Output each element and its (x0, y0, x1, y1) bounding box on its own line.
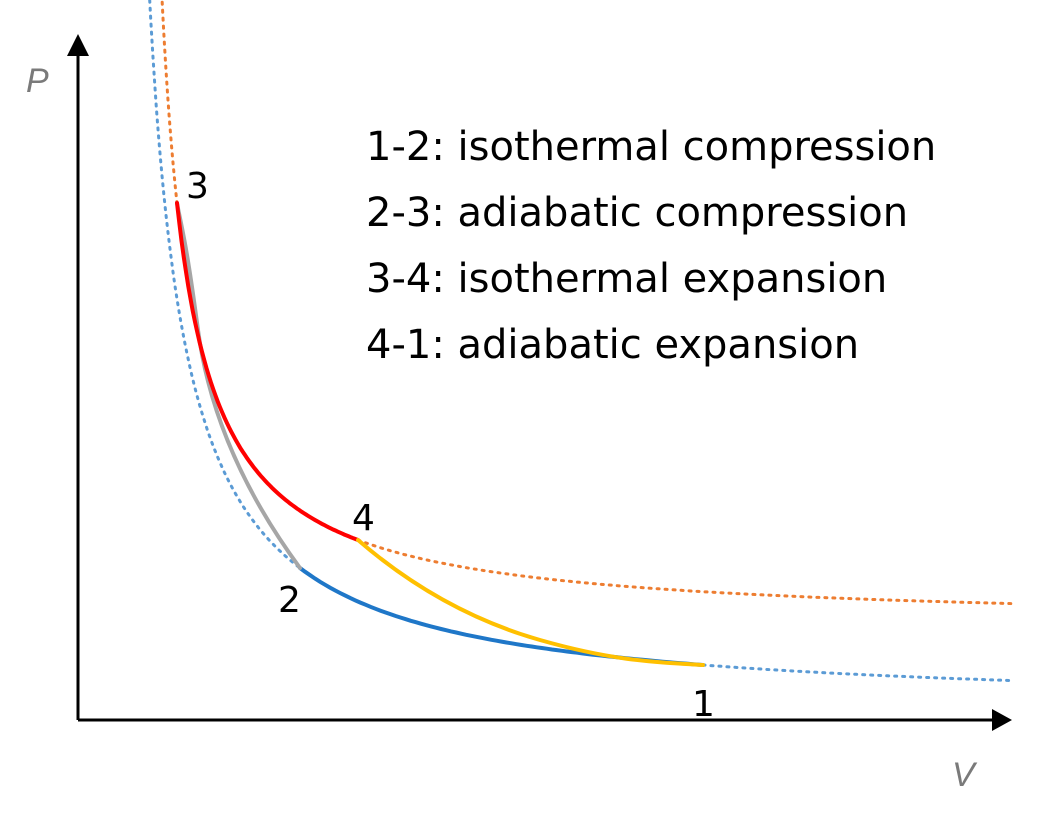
point-2-label: 2 (278, 580, 301, 621)
low-isotherm-dotted-tail (701, 663, 1012, 682)
point-1-label: 1 (692, 684, 715, 725)
v-axis-arrow-icon (992, 709, 1012, 731)
high-isotherm-dotted-curve (160, 0, 179, 205)
low-isotherm-dotted-curve (148, 0, 302, 570)
p-axis-arrow-icon (67, 34, 89, 56)
high-isotherm-dotted-tail (356, 538, 1014, 606)
point-3-label: 3 (186, 166, 209, 207)
legend-process-4-1: 4-1: adiabatic expansion (366, 322, 859, 368)
v-axis-label: V (952, 756, 978, 794)
legend-process-1-2: 1-2: isothermal compression (366, 124, 936, 170)
process-4-1-curve (356, 538, 705, 667)
p-axis-label: P (26, 62, 49, 100)
legend-process-2-3: 2-3: adiabatic compression (366, 190, 908, 236)
point-4-label: 4 (352, 498, 375, 539)
process-2-3-curve (175, 201, 302, 570)
legend-process-3-4: 3-4: isothermal expansion (366, 256, 887, 302)
process-1-2-curve (298, 566, 705, 667)
process-legend: 1-2: isothermal compression 2-3: adiabat… (366, 124, 936, 368)
process-3-4-curve (175, 201, 360, 542)
